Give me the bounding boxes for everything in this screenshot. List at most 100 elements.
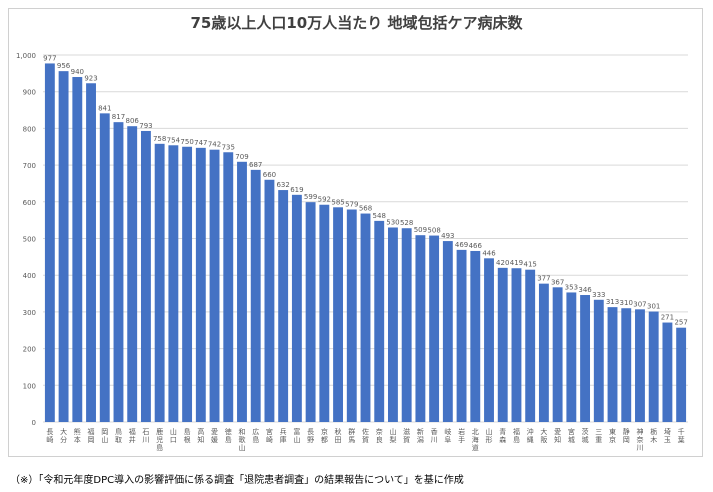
data-label: 508 (427, 227, 440, 235)
bar (538, 283, 549, 422)
bar (484, 258, 494, 422)
data-label: 446 (482, 249, 496, 257)
data-label: 923 (84, 74, 97, 82)
data-label: 592 (318, 196, 331, 204)
bar (237, 161, 247, 422)
y-axis: 0 100 200 300 400 500 600 700 800 900 1,000 (16, 52, 36, 427)
bar (154, 143, 165, 422)
bar (552, 287, 563, 422)
data-label: 419 (510, 259, 523, 267)
x-tick-label: 長野 (307, 428, 314, 444)
x-tick-label: 三重 (595, 428, 602, 444)
x-tick-label: 和歌山 (238, 427, 245, 452)
bar (72, 77, 83, 423)
bar (113, 122, 124, 422)
x-tick-label: 愛知 (554, 427, 561, 444)
y-tick-label: 400 (23, 272, 36, 280)
x-tick-label: 香川 (431, 427, 438, 444)
bar (580, 295, 591, 422)
x-tick-label: 広島 (252, 427, 259, 444)
data-label: 310 (620, 299, 633, 307)
y-tick-label: 0 (32, 419, 36, 427)
bar (319, 204, 330, 422)
bar (456, 249, 467, 422)
data-label: 568 (359, 205, 372, 213)
y-tick-label: 700 (23, 162, 36, 170)
x-tick-label: 佐賀 (362, 427, 369, 444)
data-label: 420 (496, 259, 509, 267)
data-label: 599 (304, 193, 317, 201)
bar (182, 146, 193, 422)
data-label: 585 (331, 198, 344, 206)
bars (44, 63, 687, 423)
x-tick-label: 鹿児島 (156, 427, 163, 452)
y-tick-label: 300 (23, 309, 36, 317)
x-tick-label: 徳島 (225, 427, 232, 444)
x-tick-label: 青森 (499, 427, 506, 444)
bar (99, 113, 110, 422)
x-tick-label: 大阪 (540, 427, 547, 444)
data-label: 806 (126, 117, 140, 125)
bar (278, 190, 289, 422)
bar (662, 322, 673, 422)
bar (250, 169, 261, 422)
data-label: 353 (565, 283, 578, 291)
x-tick-label: 京都 (321, 427, 328, 444)
x-tick-label: 秋田 (335, 427, 342, 444)
data-label: 619 (290, 186, 303, 194)
x-axis-labels: 長崎大分熊本福岡岡山鳥取福井石川鹿児島山口島根高知愛媛徳島和歌山広島宮崎兵庫富山… (46, 427, 684, 452)
x-tick-label: 岡山 (101, 428, 108, 444)
data-label: 346 (578, 286, 592, 294)
x-tick-label: 千葉 (678, 427, 685, 444)
chart-title: 75歳以上人口10万人当たり 地域包括ケア病床数 (190, 14, 523, 32)
x-tick-label: 山口 (170, 427, 177, 444)
x-tick-label: 宮崎 (266, 427, 273, 444)
bar (470, 250, 481, 422)
footnote: （※）「令和元年度DPC導入の影響評価に係る調査「退院患者調査」の結果報告につい… (10, 475, 464, 486)
data-label: 660 (263, 171, 276, 179)
data-label: 367 (551, 278, 564, 286)
bar (566, 292, 577, 422)
x-tick-label: 新潟 (417, 427, 424, 444)
data-label: 469 (455, 241, 468, 249)
bar (209, 149, 220, 422)
x-tick-label: 山梨 (389, 427, 396, 444)
bar (388, 227, 398, 422)
data-label: 709 (235, 153, 248, 161)
data-label: 579 (345, 201, 358, 209)
data-label: 528 (400, 219, 413, 227)
bar (360, 213, 371, 422)
data-label: 956 (57, 62, 71, 70)
data-label: 493 (441, 232, 454, 240)
y-tick-label: 800 (23, 125, 36, 133)
y-tick-label: 500 (23, 236, 36, 244)
x-tick-label: 福島 (513, 427, 520, 444)
x-tick-label: 鳥取 (115, 427, 122, 444)
bar (635, 309, 645, 422)
bar (195, 147, 206, 422)
bar (511, 268, 522, 422)
bar (374, 220, 385, 422)
data-label: 742 (208, 141, 221, 149)
bar (676, 327, 687, 422)
data-label: 841 (98, 104, 111, 112)
bar (442, 241, 453, 422)
data-label: 333 (592, 291, 605, 299)
data-label: 687 (249, 161, 262, 169)
bar (525, 269, 536, 422)
x-tick-label: 埼玉 (664, 427, 671, 444)
x-tick-label: 東京 (609, 427, 616, 444)
bar (607, 307, 618, 422)
y-tick-label: 200 (23, 346, 36, 354)
x-tick-label: 長崎 (46, 428, 53, 444)
data-label: 466 (469, 242, 483, 250)
bar (264, 179, 275, 422)
data-label: 313 (606, 298, 619, 306)
bar (346, 209, 357, 422)
x-tick-label: 島根 (184, 427, 191, 444)
x-tick-label: 神奈川 (636, 427, 643, 452)
bar (648, 311, 659, 422)
data-label: 977 (43, 54, 56, 62)
